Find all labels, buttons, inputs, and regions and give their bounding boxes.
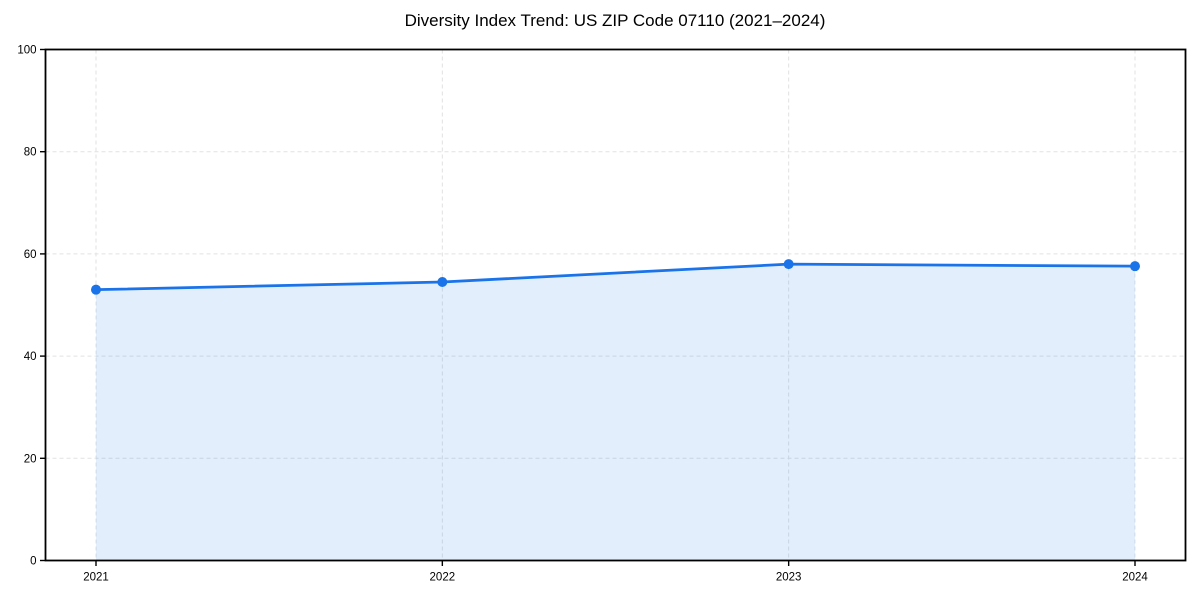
- chart-title: Diversity Index Trend: US ZIP Code 07110…: [404, 11, 826, 30]
- trend-line: [94, 262, 1137, 292]
- y-tick-label: 60: [24, 249, 37, 261]
- y-tick-label: 80: [24, 147, 37, 159]
- data-point-2023: [783, 259, 794, 270]
- x-tick-label: 2023: [776, 572, 802, 584]
- plot-border: [44, 48, 1187, 562]
- y-tick-label: 100: [17, 45, 36, 57]
- y-tick-label: 20: [24, 453, 37, 465]
- plot-background: [45, 49, 1186, 561]
- y-tick-label: 0: [30, 556, 36, 568]
- data-point-2024: [1130, 261, 1140, 272]
- x-tick-label: 2022: [430, 572, 456, 584]
- area-fill: [96, 264, 1135, 561]
- data-point-2022: [437, 277, 448, 288]
- x-tick-label: 2024: [1122, 572, 1148, 584]
- y-tick-label: 40: [24, 351, 37, 363]
- x-tick-label: 2021: [83, 572, 109, 584]
- data-point-2021: [91, 284, 101, 295]
